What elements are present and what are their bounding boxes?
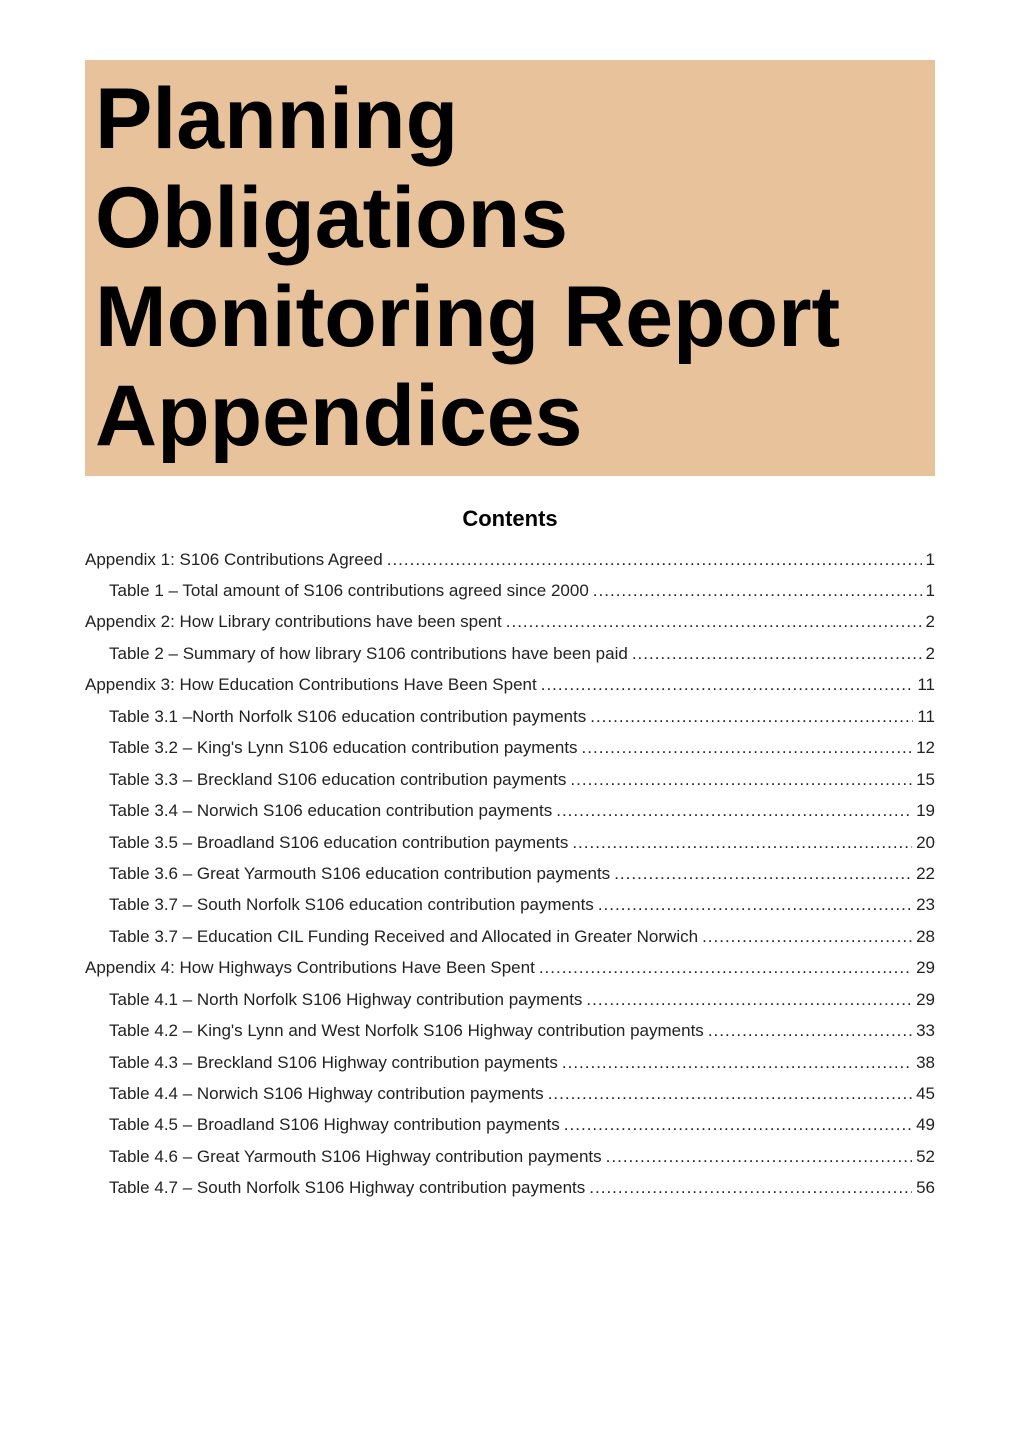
toc-dots bbox=[702, 921, 912, 952]
toc-label: Table 3.7 – Education CIL Funding Receiv… bbox=[109, 921, 698, 952]
toc-label: Table 4.1 – North Norfolk S106 Highway c… bbox=[109, 984, 582, 1015]
toc-label: Table 4.7 – South Norfolk S106 Highway c… bbox=[109, 1172, 585, 1203]
toc-dots bbox=[539, 952, 912, 983]
toc-dots bbox=[572, 827, 912, 858]
toc-label: Table 3.2 – King's Lynn S106 education c… bbox=[109, 732, 578, 763]
toc-entry[interactable]: Table 4.2 – King's Lynn and West Norfolk… bbox=[85, 1015, 935, 1046]
toc-label: Appendix 3: How Education Contributions … bbox=[85, 669, 537, 700]
toc-dots bbox=[562, 1047, 912, 1078]
toc-page-number: 11 bbox=[917, 701, 935, 732]
toc-entry[interactable]: Appendix 2: How Library contributions ha… bbox=[85, 606, 935, 637]
toc-page-number: 28 bbox=[916, 921, 935, 952]
toc-entry[interactable]: Table 4.6 – Great Yarmouth S106 Highway … bbox=[85, 1141, 935, 1172]
toc-dots bbox=[548, 1078, 912, 1109]
toc-entry[interactable]: Table 3.6 – Great Yarmouth S106 educatio… bbox=[85, 858, 935, 889]
toc-page-number: 29 bbox=[916, 984, 935, 1015]
toc-label: Table 4.3 – Breckland S106 Highway contr… bbox=[109, 1047, 558, 1078]
toc-label: Table 3.1 –North Norfolk S106 education … bbox=[109, 701, 586, 732]
toc-entry[interactable]: Table 1 – Total amount of S106 contribut… bbox=[85, 575, 935, 606]
toc-entry[interactable]: Table 3.5 – Broadland S106 education con… bbox=[85, 827, 935, 858]
toc-page-number: 22 bbox=[916, 858, 935, 889]
toc-entry[interactable]: Table 4.1 – North Norfolk S106 Highway c… bbox=[85, 984, 935, 1015]
toc-page-number: 20 bbox=[916, 827, 935, 858]
toc-page-number: 2 bbox=[926, 606, 935, 637]
toc-label: Appendix 4: How Highways Contributions H… bbox=[85, 952, 535, 983]
toc-label: Table 4.2 – King's Lynn and West Norfolk… bbox=[109, 1015, 704, 1046]
toc-entry[interactable]: Appendix 1: S106 Contributions Agreed 1 bbox=[85, 544, 935, 575]
toc-dots bbox=[593, 575, 922, 606]
toc-entry[interactable]: Table 3.4 – Norwich S106 education contr… bbox=[85, 795, 935, 826]
toc-page-number: 1 bbox=[926, 544, 935, 575]
toc-page-number: 19 bbox=[916, 795, 935, 826]
toc-page-number: 49 bbox=[916, 1109, 935, 1140]
toc-page-number: 45 bbox=[916, 1078, 935, 1109]
toc-label: Table 4.6 – Great Yarmouth S106 Highway … bbox=[109, 1141, 602, 1172]
toc-label: Table 1 – Total amount of S106 contribut… bbox=[109, 575, 589, 606]
toc-dots bbox=[708, 1015, 912, 1046]
toc-page-number: 2 bbox=[926, 638, 935, 669]
document-title: Planning Obligations Monitoring Report A… bbox=[85, 70, 935, 466]
toc-page-number: 15 bbox=[916, 764, 935, 795]
toc-dots bbox=[556, 795, 912, 826]
toc-dots bbox=[506, 606, 922, 637]
toc-label: Table 3.3 – Breckland S106 education con… bbox=[109, 764, 566, 795]
toc-page-number: 38 bbox=[916, 1047, 935, 1078]
toc-entry[interactable]: Table 4.7 – South Norfolk S106 Highway c… bbox=[85, 1172, 935, 1203]
toc-label: Table 3.4 – Norwich S106 education contr… bbox=[109, 795, 552, 826]
toc-dots bbox=[570, 764, 912, 795]
toc-label: Table 2 – Summary of how library S106 co… bbox=[109, 638, 628, 669]
toc-dots bbox=[590, 701, 913, 732]
toc-entry[interactable]: Table 3.7 – South Norfolk S106 education… bbox=[85, 889, 935, 920]
contents-heading: Contents bbox=[85, 506, 935, 532]
toc-dots bbox=[606, 1141, 912, 1172]
toc-page-number: 12 bbox=[916, 732, 935, 763]
toc-entry[interactable]: Table 3.2 – King's Lynn S106 education c… bbox=[85, 732, 935, 763]
toc-dots bbox=[589, 1172, 912, 1203]
toc-entry[interactable]: Appendix 4: How Highways Contributions H… bbox=[85, 952, 935, 983]
toc-dots bbox=[586, 984, 912, 1015]
toc-dots bbox=[598, 889, 912, 920]
title-block: Planning Obligations Monitoring Report A… bbox=[85, 60, 935, 476]
toc-dots bbox=[632, 638, 922, 669]
toc-entry[interactable]: Table 3.1 –North Norfolk S106 education … bbox=[85, 701, 935, 732]
toc-entry[interactable]: Table 2 – Summary of how library S106 co… bbox=[85, 638, 935, 669]
toc-label: Appendix 2: How Library contributions ha… bbox=[85, 606, 502, 637]
toc-dots bbox=[564, 1109, 912, 1140]
toc-label: Table 4.5 – Broadland S106 Highway contr… bbox=[109, 1109, 560, 1140]
toc-label: Table 3.6 – Great Yarmouth S106 educatio… bbox=[109, 858, 610, 889]
toc-page-number: 56 bbox=[916, 1172, 935, 1203]
toc-page-number: 23 bbox=[916, 889, 935, 920]
toc-entry[interactable]: Table 4.5 – Broadland S106 Highway contr… bbox=[85, 1109, 935, 1140]
toc-label: Appendix 1: S106 Contributions Agreed bbox=[85, 544, 383, 575]
toc-page-number: 29 bbox=[916, 952, 935, 983]
toc-entry[interactable]: Appendix 3: How Education Contributions … bbox=[85, 669, 935, 700]
toc-dots bbox=[582, 732, 913, 763]
toc-page-number: 11 bbox=[917, 669, 935, 700]
toc-label: Table 3.5 – Broadland S106 education con… bbox=[109, 827, 568, 858]
toc-dots bbox=[614, 858, 912, 889]
toc-page-number: 52 bbox=[916, 1141, 935, 1172]
toc-dots bbox=[387, 544, 922, 575]
toc-label: Table 4.4 – Norwich S106 Highway contrib… bbox=[109, 1078, 544, 1109]
toc-entry[interactable]: Table 3.3 – Breckland S106 education con… bbox=[85, 764, 935, 795]
toc-entry[interactable]: Table 4.4 – Norwich S106 Highway contrib… bbox=[85, 1078, 935, 1109]
table-of-contents: Appendix 1: S106 Contributions Agreed 1 Ta… bbox=[85, 544, 935, 1204]
toc-page-number: 1 bbox=[926, 575, 935, 606]
toc-label: Table 3.7 – South Norfolk S106 education… bbox=[109, 889, 594, 920]
toc-dots bbox=[541, 669, 914, 700]
toc-entry[interactable]: Table 4.3 – Breckland S106 Highway contr… bbox=[85, 1047, 935, 1078]
toc-page-number: 33 bbox=[916, 1015, 935, 1046]
toc-entry[interactable]: Table 3.7 – Education CIL Funding Receiv… bbox=[85, 921, 935, 952]
